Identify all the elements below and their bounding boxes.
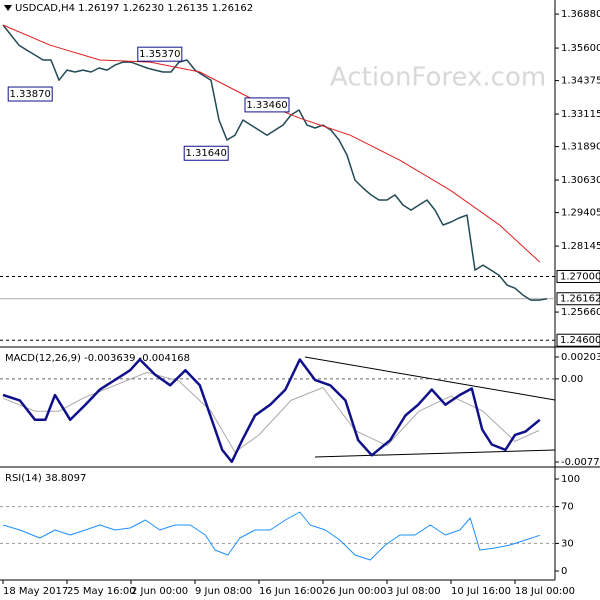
y-tick-label: 1.29405: [561, 208, 600, 219]
level-label: 1.24600: [560, 335, 600, 346]
level-label: 1.27000: [560, 271, 600, 282]
watermark: ActionForex.com: [330, 63, 546, 93]
y-tick-label: 1.36880: [561, 9, 600, 20]
annotation-box: [7, 86, 53, 102]
y-tick-label: 1.30630: [561, 175, 600, 186]
annotation-box: [244, 97, 290, 113]
panel-title: USDCAD,H4 1.26197 1.26230 1.26135 1.2616…: [15, 3, 253, 14]
y-tick-label: 1.25660: [561, 307, 600, 318]
panel-title: MACD(12,26,9) -0.003639 -0.004168: [5, 353, 190, 364]
y-tick-label: 1.35600: [561, 43, 600, 54]
x-tick-label: 18 May 2017: [3, 586, 68, 597]
series-line: [2, 24, 548, 301]
y-tick-label: 0.00: [561, 374, 583, 385]
level-label: 1.26162: [560, 294, 600, 305]
annotation-label: 1.35370: [139, 49, 180, 60]
y-tick-label: -0.00772: [561, 457, 600, 468]
x-tick-label: 18 Jul 00:00: [515, 586, 575, 597]
x-tick-label: 9 Jun 08:00: [195, 586, 252, 597]
x-tick-label: 2 Jun 00:00: [131, 586, 188, 597]
annotation-box: [183, 145, 229, 161]
annotation-label: 1.31640: [186, 148, 227, 159]
y-tick-label: 1.34375: [561, 76, 600, 87]
y-tick-label: 1.33115: [561, 109, 600, 120]
level-box: [556, 292, 600, 306]
y-tick-label: 1.28145: [561, 241, 600, 252]
y-tick-label: 0.00203: [561, 352, 600, 363]
series-line: [2, 511, 540, 561]
annotation-box: [137, 46, 183, 62]
x-tick-label: 16 Jun 16:00: [259, 586, 323, 597]
y-tick-label: 30: [561, 538, 574, 549]
y-tick-label: 1.31890: [561, 142, 600, 153]
level-box: [556, 269, 600, 283]
y-tick-label: 100: [561, 474, 580, 485]
trend-line: [314, 449, 556, 458]
panel-title: RSI(14) 38.8097: [5, 473, 86, 484]
series-line: [2, 371, 540, 453]
y-tick-label: 0: [561, 566, 567, 577]
x-tick-label: 3 Jul 08:00: [387, 586, 441, 597]
series-line: [2, 358, 541, 464]
trend-line: [304, 356, 556, 401]
menu-arrow[interactable]: [4, 5, 12, 11]
annotation-label: 1.33870: [10, 89, 51, 100]
x-tick-label: 25 May 16:00: [67, 586, 136, 597]
x-tick-label: 10 Jul 16:00: [451, 586, 511, 597]
y-tick-label: 70: [561, 502, 574, 513]
x-tick-label: 26 Jun 00:00: [323, 586, 387, 597]
annotation-label: 1.33460: [246, 100, 287, 111]
level-box: [556, 333, 600, 347]
